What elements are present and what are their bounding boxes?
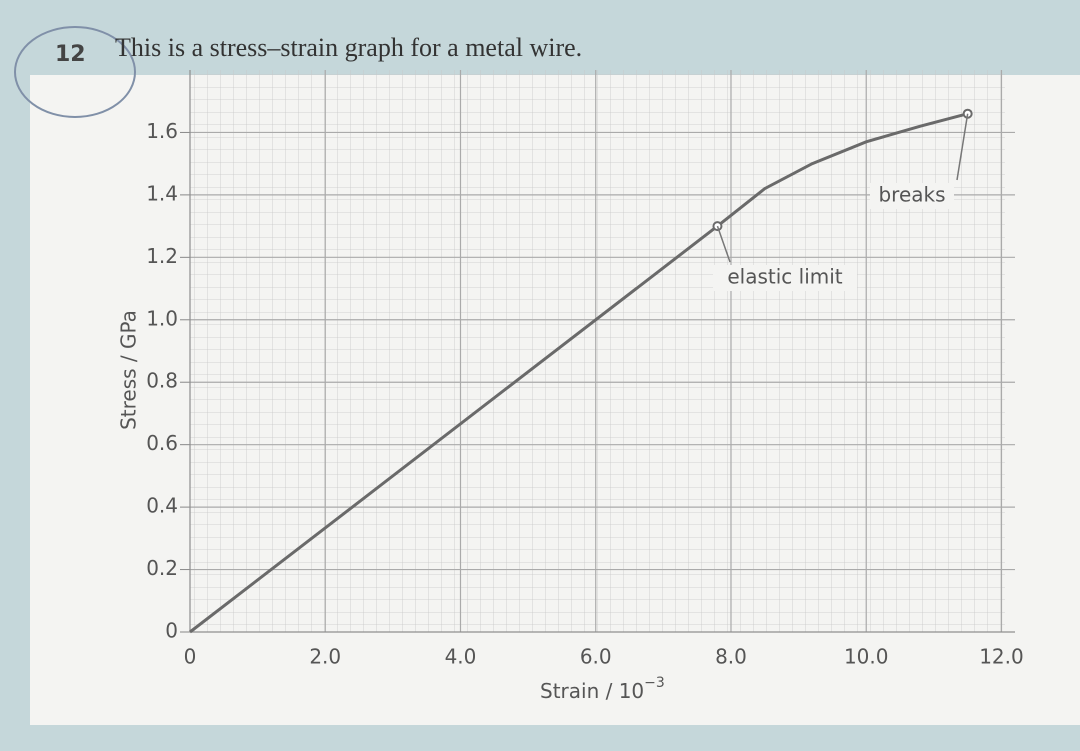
- y-tick-label: 1.4: [146, 181, 178, 205]
- y-axis-label: Stress / GPa: [117, 310, 141, 430]
- y-tick-label: 0: [165, 619, 178, 643]
- minor-grid: [190, 70, 1005, 632]
- x-tick-label: 12.0: [979, 645, 1024, 669]
- annotation: breaks: [878, 183, 945, 207]
- x-tick-label: 8.0: [715, 645, 747, 669]
- x-tick-label: 10.0: [844, 645, 889, 669]
- annotation: elastic limit: [727, 265, 842, 289]
- circle-mark: [14, 26, 136, 118]
- x-tick-label: 0: [184, 645, 197, 669]
- y-tick-label: 0.8: [146, 369, 178, 393]
- x-axis-label-exponent: −3: [644, 675, 665, 691]
- annotation-bg: [870, 183, 954, 209]
- y-tick-label: 0.4: [146, 494, 178, 518]
- y-tick-label: 1.6: [146, 119, 178, 143]
- x-axis-label: Strain / 10−3: [540, 675, 665, 703]
- x-tick-label: 2.0: [309, 645, 341, 669]
- y-tick-label: 1.2: [146, 244, 178, 268]
- y-tick-label: 1.0: [146, 306, 178, 330]
- annotation-leader: [716, 225, 731, 263]
- y-tick-label: 0.2: [146, 556, 178, 580]
- x-tick-label: 6.0: [580, 645, 612, 669]
- y-tick-label: 0.6: [146, 431, 178, 455]
- annotation-leader: [956, 113, 969, 181]
- question-number: 12: [55, 42, 86, 67]
- x-tick-label: 4.0: [445, 645, 477, 669]
- x-axis-label-text: Strain / 10: [540, 679, 644, 703]
- question-text: This is a stress–strain graph for a meta…: [115, 33, 582, 62]
- annotation-bg: [713, 265, 857, 291]
